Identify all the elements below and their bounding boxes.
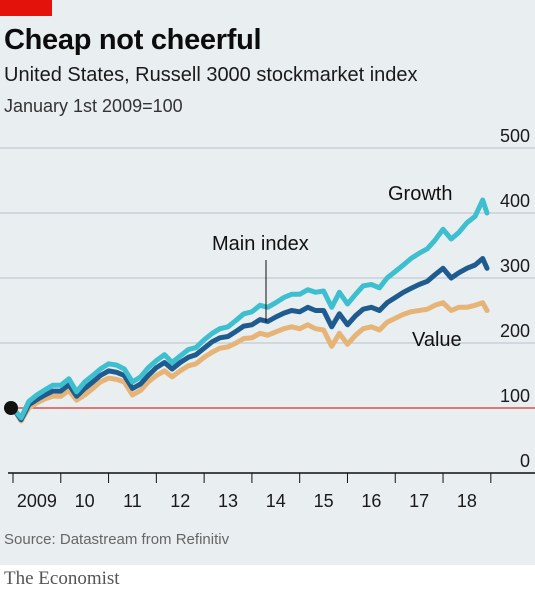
- brand-red-tag: [0, 0, 52, 16]
- series-labels: Growth Main index Value: [212, 183, 462, 351]
- x-tick-label-12: 12: [170, 491, 190, 511]
- y-tick-label-300: 300: [500, 256, 530, 276]
- source-note: Source: Datastream from Refinitiv: [4, 531, 230, 548]
- grid-lines: [0, 147, 535, 344]
- y-axis-ticks: 0 100 200 300 400 500: [500, 126, 530, 471]
- series-line-value: [10, 300, 490, 424]
- series-label-main-index: Main index: [212, 233, 309, 255]
- chart-card: [0, 0, 535, 565]
- economist-logo: The Economist: [4, 568, 120, 589]
- x-tick-label-2009: 2009: [17, 491, 57, 511]
- chart-subtitle: United States, Russell 3000 stockmarket …: [4, 64, 418, 86]
- series-line-main-index: [10, 256, 490, 423]
- x-tick-label-16: 16: [361, 491, 381, 511]
- series-lines: [10, 197, 490, 424]
- start-point-marker: [4, 401, 18, 415]
- x-tick-label-13: 13: [218, 491, 238, 511]
- x-tick-label-14: 14: [266, 491, 286, 511]
- chart-title: Cheap not cheerful: [4, 24, 262, 56]
- y-tick-label-0: 0: [520, 451, 530, 471]
- series-label-value: Value: [412, 329, 462, 351]
- x-tick-label-17: 17: [409, 491, 429, 511]
- x-tick-label-15: 15: [314, 491, 334, 511]
- index-base-note: January 1st 2009=100: [4, 96, 183, 116]
- y-tick-label-500: 500: [500, 126, 530, 146]
- x-axis: 2009 10 11 12 13 14 15 16 17 18: [8, 472, 535, 511]
- y-tick-label-400: 400: [500, 191, 530, 211]
- series-line-growth: [10, 197, 490, 421]
- x-tick-label-11: 11: [123, 491, 142, 511]
- y-tick-label-100: 100: [500, 386, 530, 406]
- y-tick-label-200: 200: [500, 321, 530, 341]
- series-label-growth: Growth: [388, 183, 452, 205]
- x-tick-label-10: 10: [75, 491, 95, 511]
- x-tick-label-18: 18: [457, 491, 477, 511]
